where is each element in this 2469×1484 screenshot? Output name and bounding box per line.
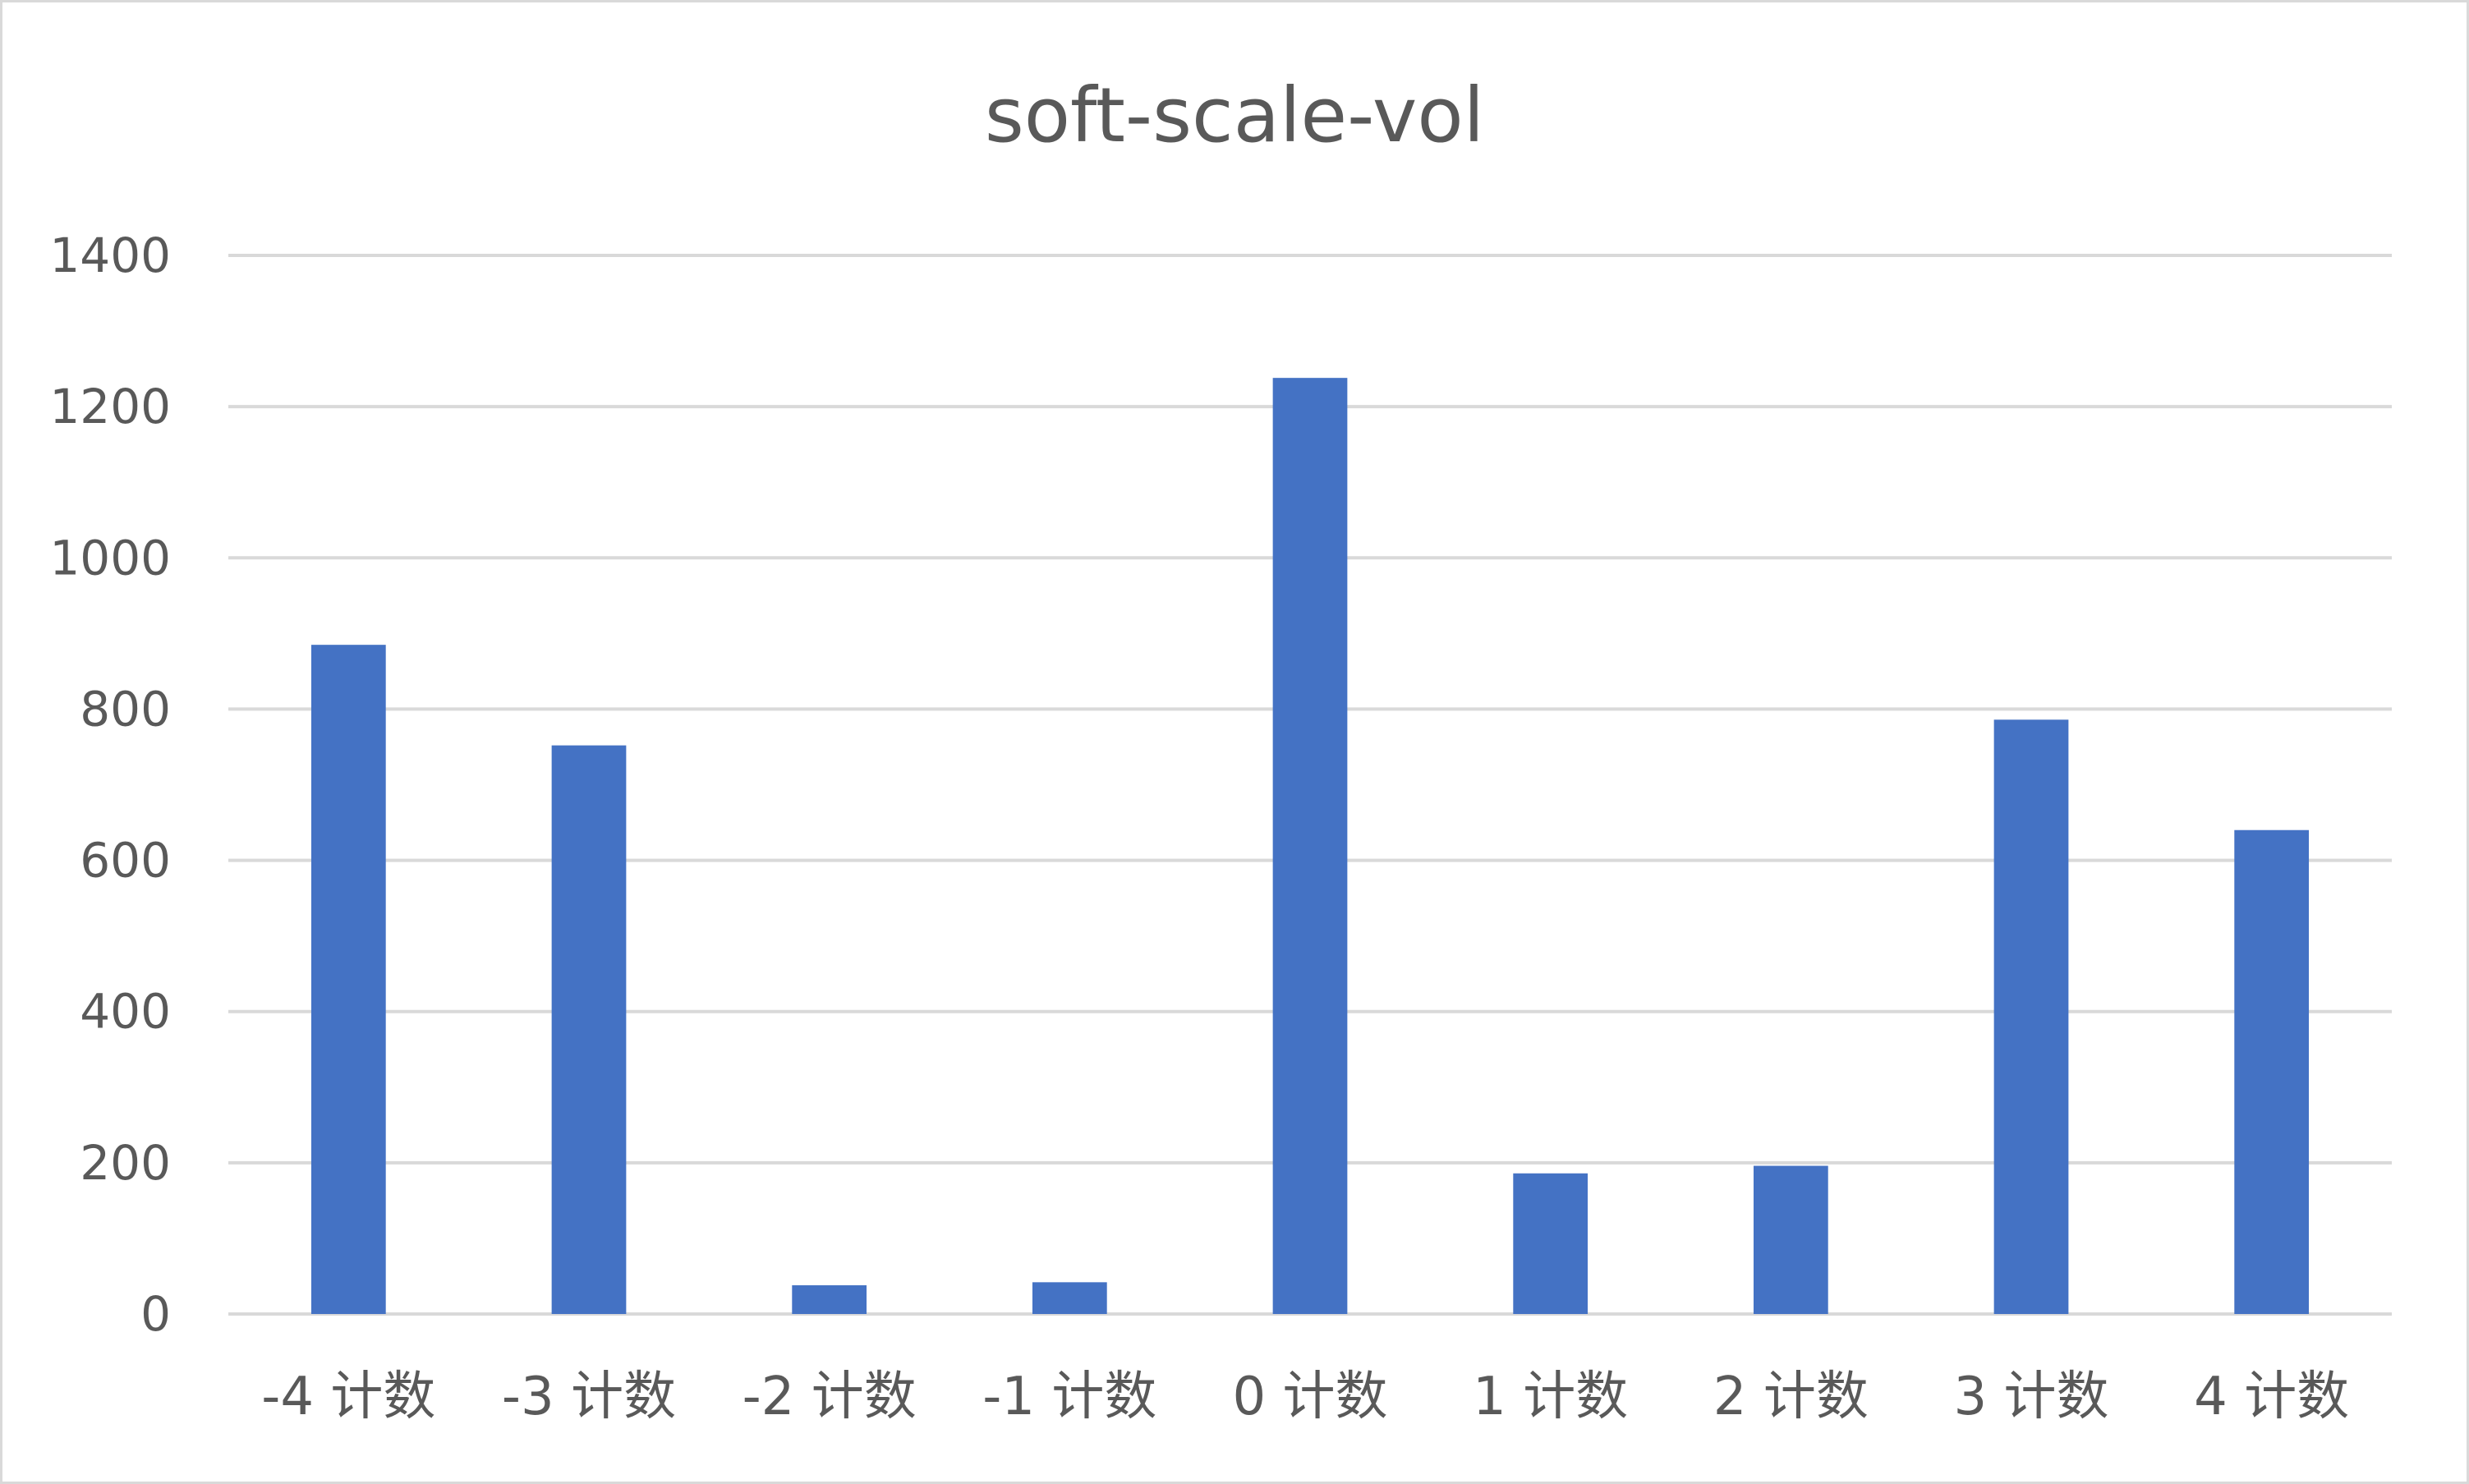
x-category-label: 3 计数 [1953,1367,2108,1427]
y-tick-label: 800 [80,681,171,737]
y-axis-ticks: 0 200 400 600 800 1000 1200 1400 [49,227,171,1342]
bar [1032,1282,1107,1314]
x-category-label: -1 计数 [982,1367,1156,1427]
bar [1272,378,1348,1314]
chart-title: soft-scale-vol [985,71,1484,159]
bar [1993,719,2069,1314]
x-category-label: 4 计数 [2194,1367,2349,1427]
x-category-label: -2 计数 [743,1367,917,1427]
bar [1753,1165,1828,1314]
bar [2234,829,2310,1314]
bar [1513,1173,1589,1314]
x-axis-categories: -4 计数 -3 计数 -2 计数 -1 计数 0 计数 1 计数 2 计数 3 计数 4 计数 [261,1367,2349,1427]
bar [551,745,627,1314]
x-category-label: 1 计数 [1473,1367,1628,1427]
y-tick-label: 0 [140,1286,171,1342]
x-category-label: 2 计数 [1713,1367,1869,1427]
bar [792,1285,867,1314]
y-tick-label: 400 [80,984,171,1040]
x-category-label: -3 计数 [502,1367,676,1427]
bars [310,378,2310,1314]
x-category-label: 0 计数 [1232,1367,1387,1427]
y-tick-label: 200 [80,1135,171,1191]
y-tick-label: 1000 [49,530,171,586]
bar [310,645,386,1314]
x-category-label: -4 计数 [261,1367,435,1427]
y-tick-label: 1200 [49,379,171,434]
y-tick-label: 1400 [49,227,171,283]
y-tick-label: 600 [80,833,171,889]
